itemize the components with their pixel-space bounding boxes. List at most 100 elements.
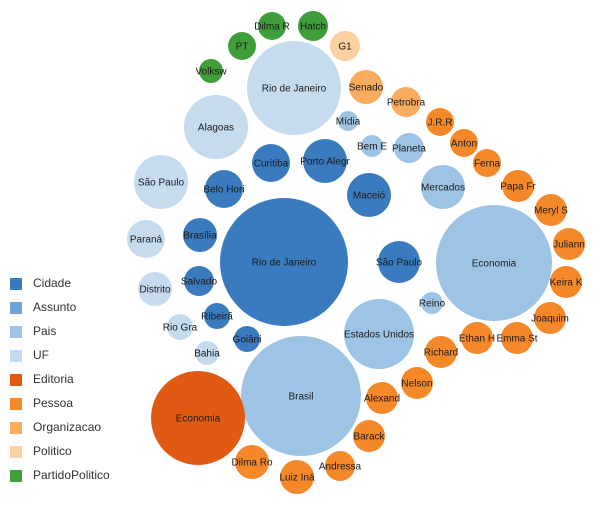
bubble-keira-k[interactable] bbox=[550, 266, 582, 298]
bubble-senado[interactable] bbox=[349, 70, 383, 104]
legend-label-politico: Politico bbox=[33, 444, 72, 458]
bubble-label-anton: Anton bbox=[451, 139, 477, 150]
bubble-barack[interactable] bbox=[353, 420, 385, 452]
bubble-bahia[interactable] bbox=[195, 341, 219, 365]
bubble-label-alagoas: Alagoas bbox=[198, 123, 234, 134]
bubble-label-curitiba: Curitiba bbox=[254, 159, 289, 170]
bubble-label-alexand: Alexand bbox=[364, 394, 400, 405]
bubble-ribeira[interactable] bbox=[204, 303, 230, 329]
bubble-volksw[interactable] bbox=[199, 59, 223, 83]
bubble-dilma-ro[interactable] bbox=[235, 445, 269, 479]
bubble-meryl-s[interactable] bbox=[535, 194, 567, 226]
bubble-label-rio-de-janeiro: Rio de Janeiro bbox=[252, 258, 317, 269]
bubble-sao-paulo[interactable] bbox=[134, 155, 188, 209]
bubble-label-planeta: Planeta bbox=[392, 144, 426, 155]
legend-label-pais: Pais bbox=[33, 324, 56, 338]
bubble-label-mercados: Mercados bbox=[421, 183, 465, 194]
bubble-emma-st[interactable] bbox=[501, 322, 533, 354]
bubble-richard[interactable] bbox=[425, 336, 457, 368]
bubble-economia[interactable] bbox=[151, 371, 245, 465]
bubble-brasilia[interactable] bbox=[183, 218, 217, 252]
bubble-label-economia: Economia bbox=[472, 259, 517, 270]
bubble-label-dilma-ro: Dilma Ro bbox=[231, 458, 273, 469]
bubble-planeta[interactable] bbox=[394, 133, 424, 163]
bubble-belo-hori[interactable] bbox=[205, 170, 243, 208]
bubble-distrito[interactable] bbox=[138, 272, 172, 306]
legend-swatch-assunto bbox=[10, 302, 22, 314]
bubble-label-keira-k: Keira K bbox=[550, 278, 583, 289]
legend-swatch-partidopolitico bbox=[10, 470, 22, 482]
bubble-porto-alegr[interactable] bbox=[303, 139, 347, 183]
bubble-label-andressa: Andressa bbox=[319, 462, 362, 473]
legend-swatch-organizacao bbox=[10, 422, 22, 434]
legend: Cidade Assunto Pais UF Editoria Pessoa Organiz… bbox=[10, 276, 110, 482]
bubble-salvado[interactable] bbox=[184, 266, 214, 296]
bubble-petrobra[interactable] bbox=[391, 87, 421, 117]
bubble-label-richard: Richard bbox=[424, 348, 458, 359]
bubble-label-ribeira: Ribeirã bbox=[201, 312, 233, 323]
bubble-label-papa-fr: Papa Fr bbox=[500, 182, 536, 193]
bubble-label-nelson: Nelson bbox=[401, 379, 432, 390]
legend-label-editoria: Editoria bbox=[33, 372, 74, 386]
bubble-label-salvado: Salvado bbox=[181, 277, 218, 288]
legend-swatch-cidade bbox=[10, 278, 22, 290]
bubble-label-joaquim: Joaquim bbox=[531, 314, 569, 325]
bubble-label-pt: PT bbox=[236, 42, 249, 53]
bubble-parana[interactable] bbox=[127, 220, 165, 258]
bubble-alagoas[interactable] bbox=[184, 95, 248, 159]
bubble-group: Rio de Janeiro Brasil Economia Economia Rio … bbox=[127, 11, 585, 494]
bubble-brasil[interactable] bbox=[241, 336, 361, 456]
bubble-rio-gra[interactable] bbox=[167, 314, 193, 340]
bubble-ferna[interactable] bbox=[473, 149, 501, 177]
bubble-label-g1: G1 bbox=[338, 42, 352, 53]
bubble-label-economia: Economia bbox=[176, 414, 221, 425]
bubble-maceio[interactable] bbox=[347, 173, 391, 217]
bubble-mercados[interactable] bbox=[421, 165, 465, 209]
bubble-rio-de-janeiro[interactable] bbox=[220, 198, 348, 326]
bubble-g1[interactable] bbox=[330, 31, 360, 61]
bubble-joaquim[interactable] bbox=[534, 302, 566, 334]
legend-label-partidopolitico: PartidoPolitico bbox=[33, 468, 110, 482]
bubble-reino[interactable] bbox=[421, 292, 443, 314]
bubble-label-petrobra: Petrobra bbox=[387, 98, 426, 109]
bubble-dilma-r[interactable] bbox=[258, 12, 286, 40]
bubble-label-juliann: Juliann bbox=[553, 240, 585, 251]
bubble-j-r-r[interactable] bbox=[426, 108, 454, 136]
bubble-ethan-h[interactable] bbox=[461, 322, 493, 354]
bubble-alexand[interactable] bbox=[366, 382, 398, 414]
bubble-label-estados-unidos: Estados Unidos bbox=[344, 330, 414, 341]
bubble-label-brasilia: Brasília bbox=[183, 231, 217, 242]
legend-label-organizacao: Organizacao bbox=[33, 420, 101, 434]
bubble-midia[interactable] bbox=[338, 111, 358, 131]
bubble-anton[interactable] bbox=[450, 129, 478, 157]
legend-label-pessoa: Pessoa bbox=[33, 396, 73, 410]
bubble-bem-e[interactable] bbox=[361, 135, 383, 157]
bubble-rio-de-janeiro[interactable] bbox=[247, 41, 341, 135]
bubble-label-ethan-h: Ethan H bbox=[459, 334, 495, 345]
bubble-label-belo-hori: Belo Hori bbox=[203, 185, 244, 196]
bubble-luiz-ina[interactable] bbox=[280, 460, 314, 494]
bubble-label-luiz-ina: Luiz Iná bbox=[279, 473, 314, 484]
bubble-nelson[interactable] bbox=[401, 367, 433, 399]
bubble-hatch[interactable] bbox=[298, 11, 328, 41]
bubble-sao-paulo[interactable] bbox=[378, 241, 420, 283]
bubble-juliann[interactable] bbox=[553, 228, 585, 260]
bubble-label-parana: Paraná bbox=[130, 235, 163, 246]
bubble-andressa[interactable] bbox=[325, 451, 355, 481]
bubble-pt[interactable] bbox=[228, 32, 256, 60]
bubble-label-dilma-r: Dilma R bbox=[254, 22, 290, 33]
bubble-label-porto-alegr: Porto Alegr bbox=[300, 157, 350, 168]
bubble-label-midia: Mídia bbox=[336, 117, 361, 128]
bubble-papa-fr[interactable] bbox=[502, 170, 534, 202]
bubble-label-rio-de-janeiro: Rio de Janeiro bbox=[262, 84, 327, 95]
bubble-economia[interactable] bbox=[436, 205, 552, 321]
bubble-estados-unidos[interactable] bbox=[344, 299, 414, 369]
bubble-curitiba[interactable] bbox=[252, 144, 290, 182]
bubble-goiani[interactable] bbox=[234, 326, 260, 352]
bubble-label-goiani: Goiâni bbox=[233, 335, 262, 346]
bubble-label-emma-st: Emma St bbox=[496, 334, 537, 345]
bubble-label-sao-paulo: São Paulo bbox=[138, 178, 185, 189]
bubble-label-distrito: Distrito bbox=[139, 285, 171, 296]
bubble-label-volksw: Volksw bbox=[195, 67, 227, 78]
